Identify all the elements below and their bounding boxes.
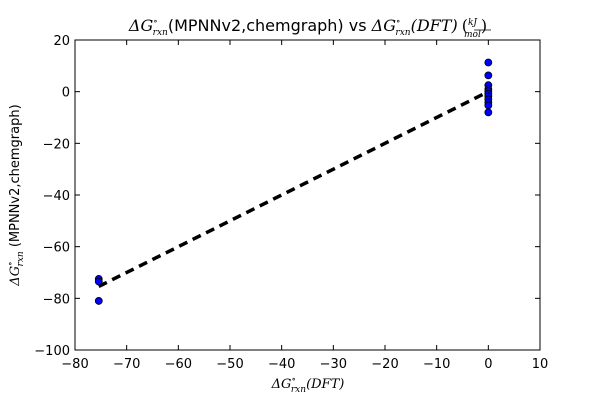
x-tick-label: −30 <box>320 357 347 372</box>
x-tick-label: 10 <box>532 357 549 372</box>
parity-line-layer <box>97 90 490 289</box>
data-point <box>94 277 103 286</box>
y-tick-label: −60 <box>43 241 70 256</box>
parity-line <box>97 90 490 289</box>
x-axis-label: ΔG∘ rxn(DFT) <box>271 375 345 395</box>
title-degree-2: ∘ <box>396 17 400 27</box>
title-subscript: rxn <box>153 28 168 38</box>
x-tick-label: −70 <box>113 357 140 372</box>
title-subscript-2: rxn <box>395 28 410 38</box>
title-unit-den: mol <box>464 30 481 40</box>
y-tick-label: −100 <box>34 344 70 359</box>
y-tick-label: −20 <box>43 137 70 152</box>
x-tick-label: −80 <box>61 357 88 372</box>
chart-title: ΔG∘ rxn(MPNNv2,chemgraph) vs ΔG∘ rxn(DFT)(… <box>128 16 487 40</box>
title-degree: ∘ <box>153 17 157 27</box>
y-tick-label: 0 <box>62 86 70 101</box>
data-point <box>484 108 493 117</box>
title-symbol-2: ΔG <box>371 16 397 35</box>
title-symbol: ΔG <box>128 16 154 35</box>
data-point <box>484 71 493 80</box>
points-layer <box>94 58 493 305</box>
x-tick-label: −20 <box>371 357 398 372</box>
plot-area <box>74 39 541 351</box>
y-tick-label: −80 <box>43 292 70 307</box>
data-point <box>94 297 103 305</box>
x-tick-label: 0 <box>484 357 492 372</box>
y-tick-label: 20 <box>53 34 70 49</box>
y-tick-label: −40 <box>43 189 70 204</box>
y-axis-label: ΔG∘rxn (MPNNv2,chemgraph) <box>6 104 26 286</box>
x-tick-label: −50 <box>216 357 243 372</box>
x-tick-label: −10 <box>423 357 450 372</box>
data-point <box>484 101 493 110</box>
title-vs: vs <box>344 16 372 35</box>
x-tick-label: −60 <box>165 357 192 372</box>
data-point <box>484 58 493 67</box>
x-tick-label: −40 <box>268 357 295 372</box>
title-ref: (DFT) <box>411 16 458 35</box>
title-model: (MPNNv2,chemgraph) <box>168 16 344 35</box>
title-unit-num: kJ <box>468 18 478 28</box>
ticks-layer: −80 −70 −60 −50 −40 −30 −20 −10 0 10−100−80−60−40… <box>34 34 548 372</box>
